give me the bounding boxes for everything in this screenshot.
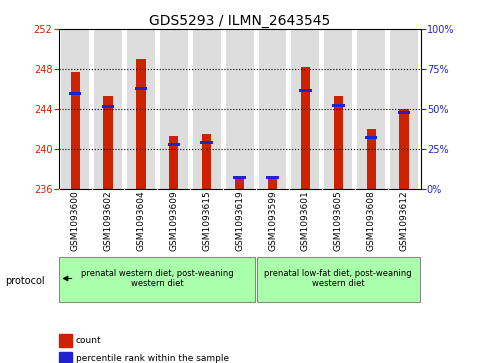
Bar	[134, 87, 147, 90]
Text: percentile rank within the sample: percentile rank within the sample	[76, 354, 228, 363]
Bar	[70, 72, 80, 189]
Text: GSM1093599: GSM1093599	[267, 190, 276, 251]
Bar	[389, 29, 417, 189]
Text: prenatal western diet, post-weaning
western diet: prenatal western diet, post-weaning west…	[81, 269, 233, 288]
FancyBboxPatch shape	[256, 257, 419, 302]
Text: GSM1093605: GSM1093605	[333, 190, 342, 251]
Bar	[258, 29, 286, 189]
Bar	[192, 29, 220, 189]
Bar	[69, 93, 81, 95]
Bar	[225, 29, 253, 189]
Text: GSM1093608: GSM1093608	[366, 190, 375, 251]
Bar	[167, 143, 180, 146]
FancyBboxPatch shape	[59, 257, 255, 302]
Bar	[61, 29, 89, 189]
Text: count: count	[76, 336, 101, 345]
Text: GSM1093619: GSM1093619	[235, 190, 244, 251]
Bar	[233, 176, 245, 179]
Bar	[94, 29, 122, 189]
Text: GSM1093600: GSM1093600	[70, 190, 80, 251]
Bar	[160, 29, 187, 189]
Bar	[200, 141, 213, 144]
Text: protocol: protocol	[5, 276, 44, 286]
Text: GSM1093602: GSM1093602	[103, 190, 112, 251]
Bar	[169, 136, 178, 189]
Bar	[202, 134, 211, 189]
Text: GSM1093612: GSM1093612	[399, 190, 408, 251]
Title: GDS5293 / ILMN_2643545: GDS5293 / ILMN_2643545	[149, 14, 329, 28]
Bar	[333, 96, 342, 189]
Bar	[397, 111, 409, 114]
Bar	[265, 176, 278, 179]
Bar	[291, 29, 319, 189]
Bar	[235, 176, 244, 189]
Bar	[356, 29, 385, 189]
Bar	[267, 176, 277, 189]
Bar	[324, 29, 351, 189]
Text: GSM1093601: GSM1093601	[300, 190, 309, 251]
Bar	[127, 29, 155, 189]
Bar	[364, 136, 377, 139]
Bar	[399, 109, 408, 189]
Text: GSM1093615: GSM1093615	[202, 190, 211, 251]
Text: prenatal low-fat diet, post-weaning
western diet: prenatal low-fat diet, post-weaning west…	[264, 269, 411, 288]
Bar	[102, 105, 114, 109]
Bar	[300, 67, 309, 189]
Bar	[331, 105, 344, 107]
Text: GSM1093609: GSM1093609	[169, 190, 178, 251]
Bar	[366, 129, 375, 189]
Text: GSM1093604: GSM1093604	[136, 190, 145, 251]
Bar	[103, 96, 112, 189]
Bar	[136, 59, 145, 189]
Bar	[299, 89, 311, 93]
